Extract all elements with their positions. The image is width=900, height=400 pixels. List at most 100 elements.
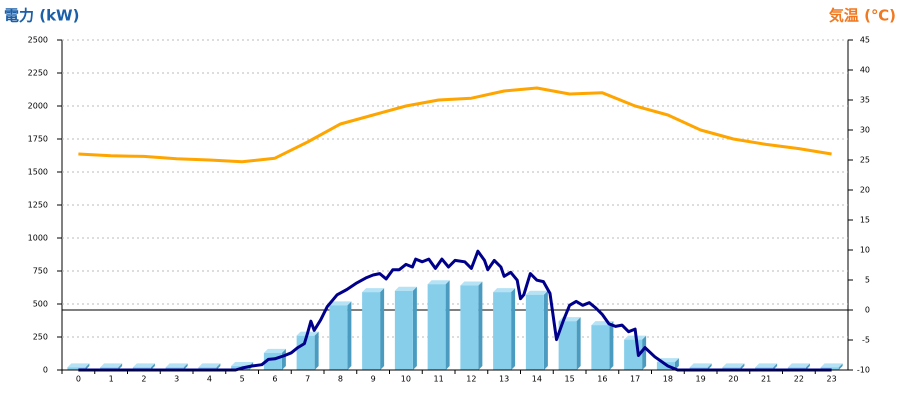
bar-top <box>198 363 221 368</box>
y2-tick-label: 10 <box>860 246 870 255</box>
bar-side <box>543 290 548 370</box>
bar-top <box>231 362 254 367</box>
bar-side <box>740 363 745 370</box>
y2-tick-label: 25 <box>860 156 870 165</box>
y2-axis-title: 気温 (℃) <box>829 7 896 25</box>
bar-top <box>787 363 810 368</box>
bar-top <box>525 290 548 295</box>
x-tick-label: 8 <box>338 375 343 384</box>
bar-side <box>707 363 712 370</box>
bar <box>329 305 348 370</box>
bar-top <box>493 288 516 293</box>
x-tick-label: 12 <box>466 375 476 384</box>
bar-top <box>722 363 745 368</box>
x-tick-label: 19 <box>696 375 706 384</box>
bar-side <box>642 335 647 370</box>
line <box>78 86 832 164</box>
y-axis-title: 電力 (kW) <box>4 7 79 25</box>
y2-tick-label: 45 <box>860 36 870 45</box>
bar-side <box>609 321 614 370</box>
bar-side <box>183 363 188 370</box>
bar <box>460 285 479 370</box>
bar-top <box>394 286 417 291</box>
y-tick-label: 2250 <box>28 69 48 78</box>
bar <box>525 294 544 370</box>
x-tick-label: 3 <box>174 375 179 384</box>
bar-side <box>511 288 516 370</box>
x-tick-label: 22 <box>794 375 804 384</box>
y-tick-label: 1500 <box>28 168 48 177</box>
y2-tick-label: 20 <box>860 186 870 195</box>
y2-tick-label: 40 <box>860 66 870 75</box>
line <box>78 249 832 372</box>
x-tick-label: 1 <box>109 375 114 384</box>
y2-tick-label: 35 <box>860 96 870 105</box>
x-tick-label: 6 <box>272 375 277 384</box>
x-tick-label: 15 <box>565 375 575 384</box>
y2-tick-label: -10 <box>857 366 870 375</box>
y-tick-label: 1750 <box>28 135 48 144</box>
x-tick-label: 11 <box>434 375 444 384</box>
x-tick-label: 21 <box>761 375 771 384</box>
x-tick-label: 5 <box>240 375 245 384</box>
x-tick-label: 10 <box>401 375 411 384</box>
bar-side <box>118 363 123 370</box>
bar-top <box>362 288 385 293</box>
x-tick-label: 13 <box>499 375 509 384</box>
bar <box>427 284 446 370</box>
bar-top <box>263 348 286 353</box>
bar-top <box>689 363 712 368</box>
bar <box>558 321 577 370</box>
x-tick-label: 16 <box>597 375 607 384</box>
y-tick-label: 750 <box>33 267 48 276</box>
bar-top <box>165 363 188 368</box>
bar-top <box>67 363 90 368</box>
bar-side <box>85 363 90 370</box>
bar <box>394 290 413 370</box>
bar-side <box>773 363 778 370</box>
bar-top <box>460 281 483 286</box>
y-tick-label: 0 <box>43 366 48 375</box>
bar <box>362 292 381 370</box>
bar <box>67 367 86 370</box>
bar-side <box>150 363 155 370</box>
y2-tick-label: 0 <box>865 306 870 315</box>
bar-side <box>347 301 352 370</box>
bar-side <box>674 358 679 370</box>
bar-side <box>314 331 319 370</box>
y2-tick-label: 15 <box>860 216 870 225</box>
x-tick-label: 23 <box>827 375 837 384</box>
bar-side <box>805 363 810 370</box>
y-tick-label: 2500 <box>28 36 48 45</box>
bar-top <box>329 301 352 306</box>
bar-side <box>445 280 450 370</box>
bar-top <box>100 363 123 368</box>
y-tick-label: 2000 <box>28 102 48 111</box>
bar <box>493 292 512 370</box>
x-tick-label: 18 <box>663 375 673 384</box>
x-tick-label: 17 <box>630 375 640 384</box>
x-tick-label: 9 <box>371 375 376 384</box>
y2-tick-label: -5 <box>862 336 870 345</box>
bar-side <box>216 363 221 370</box>
y2-tick-label: 30 <box>860 126 870 135</box>
bar-top <box>132 363 155 368</box>
bar-top <box>820 363 843 368</box>
bar-side <box>576 317 581 370</box>
x-tick-label: 14 <box>532 375 542 384</box>
x-tick-label: 2 <box>141 375 146 384</box>
x-tick-label: 4 <box>207 375 212 384</box>
bar-top <box>427 280 450 285</box>
bar-top <box>755 363 778 368</box>
y-tick-label: 1000 <box>28 234 48 243</box>
x-tick-label: 7 <box>305 375 310 384</box>
y2-tick-label: 5 <box>865 276 870 285</box>
x-tick-label: 20 <box>728 375 738 384</box>
y-tick-label: 250 <box>33 333 48 342</box>
y-tick-label: 1250 <box>28 201 48 210</box>
bar-side <box>412 286 417 370</box>
x-tick-label: 0 <box>76 375 81 384</box>
bar-side <box>478 281 483 370</box>
bar <box>591 325 610 370</box>
